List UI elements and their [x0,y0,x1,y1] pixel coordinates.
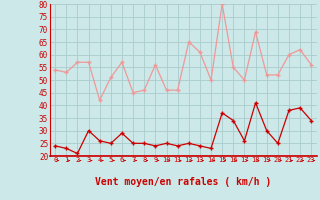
X-axis label: Vent moyen/en rafales ( km/h ): Vent moyen/en rafales ( km/h ) [95,177,271,187]
